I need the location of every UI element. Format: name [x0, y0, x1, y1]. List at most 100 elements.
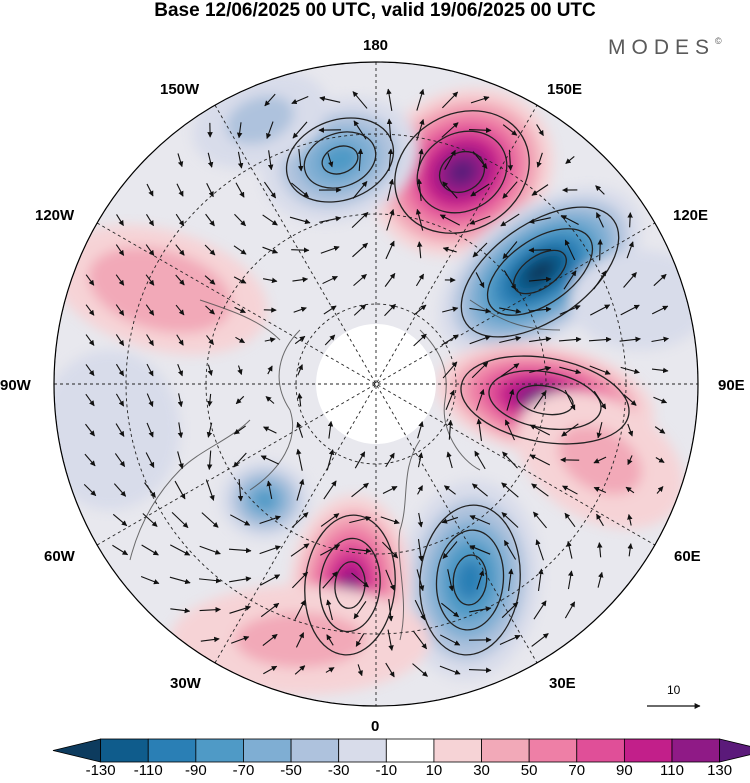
- colorbar-swatch: [338, 738, 387, 763]
- wind-vector: [444, 149, 456, 170]
- wind-vector: [387, 148, 394, 172]
- wind-vector: [113, 483, 127, 497]
- wind-vector: [146, 393, 154, 407]
- coastline: [199, 299, 281, 341]
- wind-vector: [620, 304, 640, 316]
- contour-line: [321, 145, 359, 175]
- wind-vector: [528, 217, 551, 224]
- wind-vector: [625, 486, 635, 494]
- colorbar-tick: -90: [185, 762, 207, 779]
- wind-vector: [416, 241, 423, 259]
- wind-vector: [266, 480, 273, 500]
- wind-vector: [85, 334, 95, 346]
- wind-vector: [531, 184, 549, 196]
- wind-vector: [566, 540, 573, 559]
- meridian-line: [214, 104, 538, 664]
- wind-vector: [439, 214, 461, 226]
- wind-vector: [471, 361, 489, 379]
- wind-vector: [627, 212, 633, 228]
- wind-vector: [266, 121, 274, 139]
- wind-vector: [528, 306, 552, 313]
- wind-vector: [446, 451, 453, 469]
- wind-vector: [533, 600, 547, 620]
- wind-vector: [559, 366, 582, 375]
- wind-vector: [296, 421, 304, 438]
- anomaly-fill: [253, 490, 277, 510]
- wind-vector: [384, 272, 396, 287]
- colorbar-tick: -130: [85, 762, 116, 779]
- colorbar-swatch: [52, 738, 102, 763]
- wind-vector: [199, 606, 221, 613]
- wind-vector: [441, 91, 459, 109]
- wind-vector: [502, 241, 518, 259]
- wind-vector: [386, 178, 395, 201]
- wind-vector: [146, 334, 154, 346]
- wind-vector: [142, 513, 158, 527]
- wind-vector: [475, 389, 485, 411]
- coastline: [469, 299, 561, 331]
- wind-vector: [291, 571, 309, 589]
- colorbar-tick: -50: [280, 762, 302, 779]
- wind-vector: [146, 213, 154, 227]
- wind-vector: [414, 599, 426, 621]
- wind-vector: [290, 543, 310, 557]
- wind-vector: [596, 422, 603, 439]
- wind-vector: [351, 482, 369, 498]
- wind-vector: [235, 336, 246, 344]
- wind-vector: [85, 393, 95, 407]
- anomaly-fill: [448, 159, 476, 185]
- lon-label-30e: 30E: [549, 675, 576, 692]
- wind-vector: [560, 215, 579, 225]
- wind-vector: [470, 96, 490, 104]
- wind-vector: [237, 151, 244, 169]
- wind-vector: [499, 307, 522, 314]
- wind-vector: [565, 155, 575, 165]
- wind-vector: [294, 665, 306, 675]
- wind-vector: [564, 239, 576, 261]
- contour-line: [435, 529, 505, 631]
- wind-vector: [175, 304, 185, 316]
- wind-vector: [588, 336, 612, 343]
- anomaly-fill: [570, 250, 698, 350]
- wind-vector: [562, 485, 578, 495]
- wind-vector: [353, 601, 367, 620]
- contour-line: [416, 130, 508, 214]
- wind-vector: [235, 395, 245, 405]
- wind-vector: [441, 602, 460, 618]
- wind-vector: [593, 270, 607, 290]
- wind-vector: [263, 426, 277, 434]
- wind-vector: [596, 212, 604, 228]
- wind-vector: [442, 246, 457, 253]
- meridian-line: [214, 104, 538, 664]
- wind-vector: [292, 121, 308, 139]
- wind-vector: [443, 485, 456, 495]
- wind-vector: [469, 307, 492, 314]
- wind-vector: [263, 665, 278, 675]
- wind-vector: [291, 247, 310, 253]
- wind-vector: [505, 419, 515, 441]
- wind-vector: [349, 547, 372, 554]
- wind-vector: [597, 571, 604, 588]
- wind-vector: [627, 455, 633, 466]
- wind-vector: [263, 181, 277, 199]
- wind-vector: [500, 363, 520, 377]
- wind-vector: [470, 183, 490, 197]
- wind-vector: [441, 516, 459, 524]
- wind-vector: [416, 118, 425, 141]
- wind-vector: [85, 423, 95, 437]
- colorbar: [52, 738, 750, 763]
- wind-vector: [146, 183, 154, 197]
- wind-vector: [508, 568, 514, 591]
- wind-vector: [469, 215, 491, 225]
- wind-vector: [536, 124, 544, 137]
- wind-vector: [234, 213, 246, 227]
- wind-vector: [469, 545, 491, 555]
- wind-vector: [85, 364, 95, 377]
- wind-vector: [382, 486, 398, 494]
- lon-label-150e: 150E: [547, 81, 583, 98]
- wind-vector: [267, 365, 273, 375]
- lon-label-90e: 90E: [718, 377, 745, 394]
- wind-vector: [204, 275, 216, 285]
- wind-vector: [656, 486, 664, 494]
